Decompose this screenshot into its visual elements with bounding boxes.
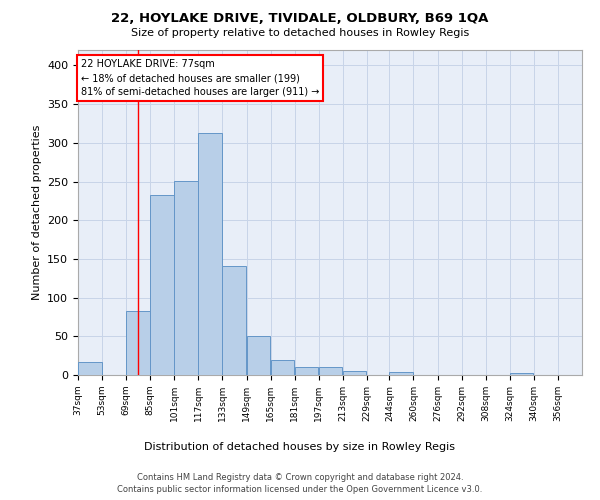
Bar [510, 372, 533, 375]
Y-axis label: Number of detached properties: Number of detached properties [32, 125, 41, 300]
Bar [223, 266, 246, 375]
Bar [174, 181, 198, 375]
Bar [78, 362, 101, 375]
Text: Contains public sector information licensed under the Open Government Licence v3: Contains public sector information licen… [118, 485, 482, 494]
Bar [150, 196, 174, 375]
Bar [126, 311, 150, 375]
Bar [295, 368, 318, 375]
Bar [247, 336, 270, 375]
Text: 22 HOYLAKE DRIVE: 77sqm
← 18% of detached houses are smaller (199)
81% of semi-d: 22 HOYLAKE DRIVE: 77sqm ← 18% of detache… [81, 60, 319, 98]
Text: Contains HM Land Registry data © Crown copyright and database right 2024.: Contains HM Land Registry data © Crown c… [137, 472, 463, 482]
Text: 22, HOYLAKE DRIVE, TIVIDALE, OLDBURY, B69 1QA: 22, HOYLAKE DRIVE, TIVIDALE, OLDBURY, B6… [112, 12, 488, 26]
Text: Size of property relative to detached houses in Rowley Regis: Size of property relative to detached ho… [131, 28, 469, 38]
Bar [319, 368, 343, 375]
Bar [343, 371, 367, 375]
Bar [199, 133, 222, 375]
Bar [271, 360, 294, 375]
Bar [389, 372, 413, 375]
Text: Distribution of detached houses by size in Rowley Regis: Distribution of detached houses by size … [145, 442, 455, 452]
